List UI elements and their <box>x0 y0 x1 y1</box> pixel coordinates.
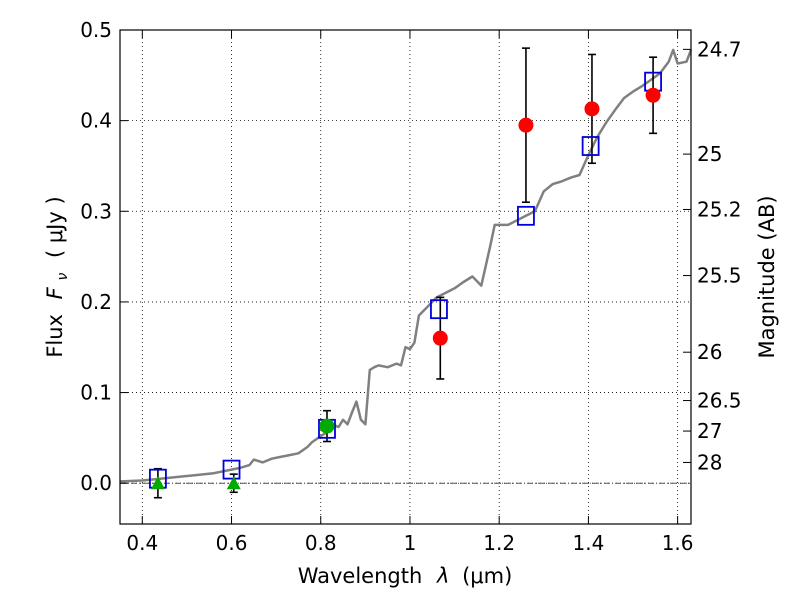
upper-limit-point <box>150 476 165 490</box>
plot-frame <box>119 29 692 525</box>
green-detection-point <box>319 418 335 434</box>
marker-layer <box>149 47 662 499</box>
spectrum-line <box>119 48 693 483</box>
right-tick-label: 27 <box>697 419 722 443</box>
y-tick-label: 0.4 <box>80 109 112 133</box>
grid <box>120 29 691 524</box>
y-ticks: 0.0 0.1 0.2 0.3 0.4 0.5 <box>80 18 128 495</box>
right-tick-label: 26 <box>697 340 722 364</box>
x-tick-label: 1.6 <box>662 531 694 555</box>
model-photometry-point <box>222 459 241 480</box>
right-tick-label: 28 <box>697 450 722 474</box>
upper-limit-point <box>226 476 241 490</box>
detection-point <box>518 117 534 133</box>
right-tick-label: 24.7 <box>697 37 742 61</box>
model-photometry-point <box>517 205 535 226</box>
right-tick-label: 26.5 <box>697 389 742 413</box>
x-tick-label: 1.4 <box>572 531 604 555</box>
right-tick-label: 25.5 <box>697 264 742 288</box>
y-axis-label: Flux F ν ( μJy ) <box>43 196 71 357</box>
y-tick-label: 0.0 <box>80 471 112 495</box>
model-photometry-point <box>581 136 600 156</box>
right-tick-label: 25.2 <box>697 197 742 221</box>
right-axis-label: Magnitude (AB) <box>755 195 779 358</box>
x-axis-label: Wavelength λ (μm) <box>298 564 513 588</box>
detection-point <box>584 101 600 117</box>
x-tick-label: 0.6 <box>216 531 248 555</box>
x-ticks: 0.4 0.6 0.8 1 1.2 1.4 1.6 <box>126 30 694 555</box>
x-tick-label: 0.8 <box>305 531 337 555</box>
spectrum-layer <box>119 48 693 483</box>
detection-point <box>645 87 661 103</box>
y-tick-label: 0.1 <box>80 381 112 405</box>
model-photometry-point <box>430 299 448 320</box>
y-tick-label: 0.3 <box>80 199 112 223</box>
y-tick-label: 0.2 <box>80 290 112 314</box>
x-tick-label: 1 <box>404 531 417 555</box>
y-tick-label: 0.5 <box>80 18 112 42</box>
right-tick-label: 25 <box>697 142 722 166</box>
x-tick-label: 1.2 <box>483 531 515 555</box>
right-ticks: 24.7 25 25.2 25.5 26 26.5 27 28 <box>683 37 742 474</box>
detection-point <box>432 330 448 346</box>
x-tick-label: 0.4 <box>126 531 158 555</box>
